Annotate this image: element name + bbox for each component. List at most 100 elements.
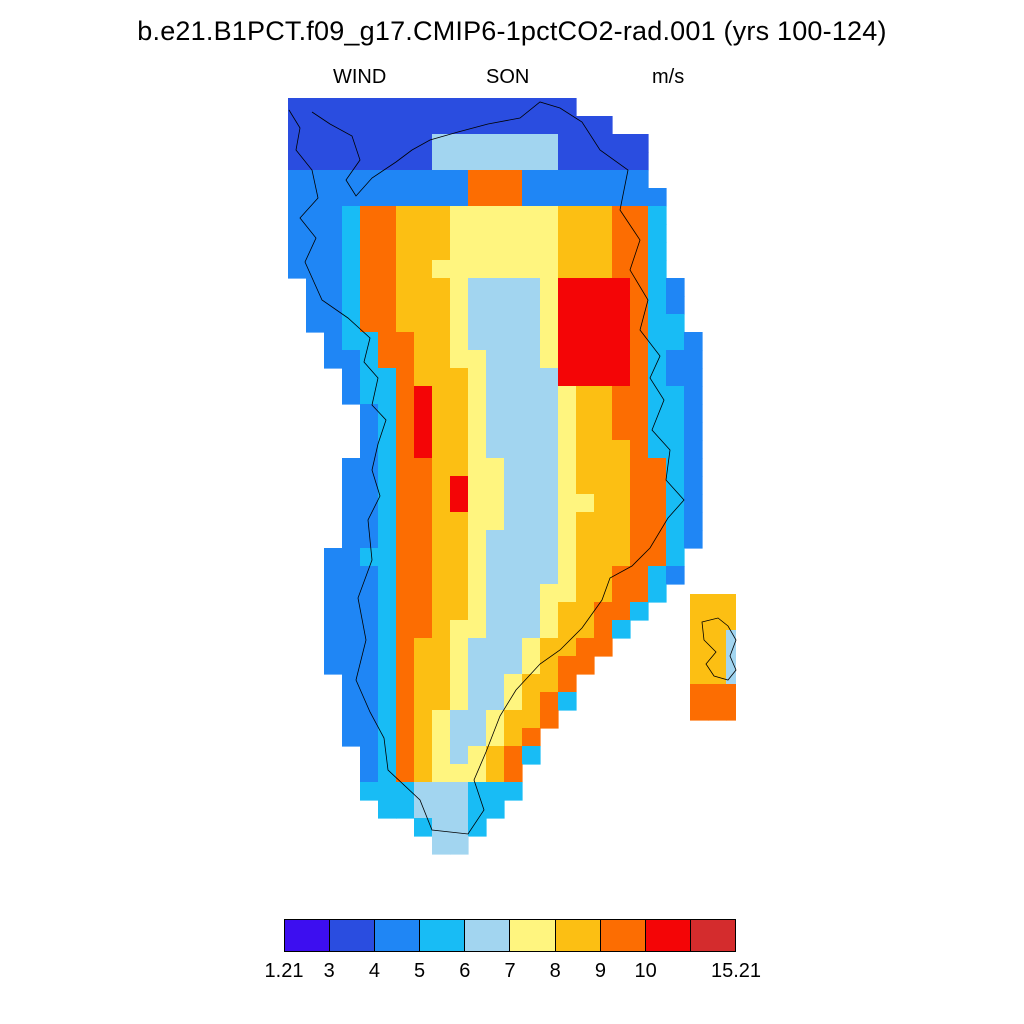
map-cell xyxy=(666,404,685,423)
map-cell xyxy=(522,170,541,189)
map-cell xyxy=(708,666,727,685)
map-cell xyxy=(468,314,487,333)
map-cell xyxy=(522,314,541,333)
map-cell xyxy=(378,134,397,153)
colorbar-label: 9 xyxy=(594,960,606,982)
map-cell xyxy=(288,98,307,117)
map-cell xyxy=(540,512,559,531)
map-cell xyxy=(450,242,469,261)
colorbar-swatch xyxy=(690,920,735,951)
map-cell xyxy=(378,512,397,531)
map-cell xyxy=(576,512,595,531)
map-cell xyxy=(576,548,595,567)
map-cell xyxy=(576,494,595,513)
map-cell xyxy=(468,224,487,243)
map-cell xyxy=(504,188,523,207)
map-cell xyxy=(360,404,379,423)
map-cell xyxy=(288,152,307,171)
map-cell xyxy=(378,278,397,297)
map-cell xyxy=(468,512,487,531)
map-cell xyxy=(576,530,595,549)
map-cell xyxy=(324,116,343,135)
map-cell xyxy=(324,206,343,225)
map-cell xyxy=(432,116,451,135)
map-cell xyxy=(522,350,541,369)
map-cell xyxy=(648,476,667,495)
map-cell xyxy=(450,350,469,369)
map-cell xyxy=(540,134,559,153)
map-cell xyxy=(648,422,667,441)
map-cell xyxy=(504,314,523,333)
map-cell xyxy=(576,188,595,207)
map-cell xyxy=(342,152,361,171)
map-cell xyxy=(540,242,559,261)
map-cell xyxy=(468,440,487,459)
map-cell xyxy=(558,224,577,243)
map-cell xyxy=(288,260,307,279)
map-cell xyxy=(630,476,649,495)
map-cell xyxy=(540,206,559,225)
map-cell xyxy=(630,206,649,225)
map-cell xyxy=(504,692,523,711)
map-cell xyxy=(690,684,709,703)
map-cell xyxy=(504,620,523,639)
map-cell xyxy=(726,594,736,613)
map-cell xyxy=(396,386,415,405)
map-cell xyxy=(486,566,505,585)
map-cell xyxy=(594,350,613,369)
map-cell xyxy=(378,350,397,369)
map-cell xyxy=(522,152,541,171)
map-cell xyxy=(450,260,469,279)
map-cell xyxy=(450,116,469,135)
map-cell xyxy=(540,548,559,567)
map-cell xyxy=(414,764,433,783)
map-cell xyxy=(378,206,397,225)
map-cell xyxy=(360,116,379,135)
map-cell xyxy=(324,134,343,153)
map-cell xyxy=(576,584,595,603)
map-cell xyxy=(540,116,559,135)
map-cell xyxy=(432,602,451,621)
map-cell xyxy=(504,260,523,279)
map-cell xyxy=(468,530,487,549)
map-cell xyxy=(396,260,415,279)
map-cell xyxy=(378,116,397,135)
map-cell xyxy=(690,612,709,631)
map-cell xyxy=(594,512,613,531)
map-cell xyxy=(432,728,451,747)
map-cell xyxy=(522,674,541,693)
map-cell xyxy=(432,692,451,711)
map-cell xyxy=(486,692,505,711)
map-cell xyxy=(468,260,487,279)
map-cell xyxy=(306,170,325,189)
map-cell xyxy=(648,206,667,225)
map-cell xyxy=(522,260,541,279)
map-cell xyxy=(378,764,397,783)
map-cell xyxy=(378,332,397,351)
map-cell xyxy=(522,278,541,297)
map-cell xyxy=(450,314,469,333)
map-cell xyxy=(576,566,595,585)
map-cell xyxy=(396,620,415,639)
map-cell xyxy=(666,476,685,495)
map-cell xyxy=(594,422,613,441)
colorbar-label: 7 xyxy=(504,960,516,982)
map-cell xyxy=(504,458,523,477)
map-cell xyxy=(558,674,577,693)
map-cell xyxy=(432,224,451,243)
map-cell xyxy=(540,710,559,729)
map-cell xyxy=(396,296,415,315)
map-cell xyxy=(360,674,379,693)
map-cell xyxy=(432,620,451,639)
map-cell xyxy=(414,116,433,135)
map-cell xyxy=(594,242,613,261)
map-cell xyxy=(666,332,685,351)
map-cell xyxy=(486,764,505,783)
map-cell xyxy=(432,260,451,279)
map-cell xyxy=(522,296,541,315)
map-cell xyxy=(396,422,415,441)
map-cell xyxy=(594,638,613,657)
coastline-greenland xyxy=(288,101,685,835)
map-cell xyxy=(360,494,379,513)
map-cell xyxy=(432,836,451,855)
